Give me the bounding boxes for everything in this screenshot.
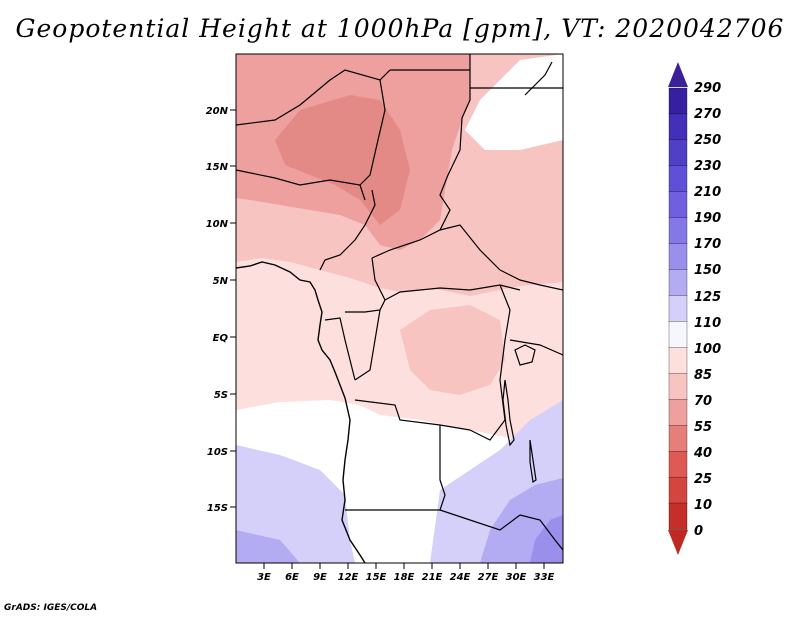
colorbar-label: 210 <box>694 185 721 200</box>
border-nigeria-niger <box>236 169 366 201</box>
colorbar-band <box>668 165 688 193</box>
colorbar-band <box>668 191 688 219</box>
lat-label: 10S <box>207 447 228 458</box>
field-band-170-southeast <box>530 515 563 563</box>
colorbar-band <box>668 217 688 245</box>
lat-tick-labels: 20N 15N 10N 5N EQ 5S 10S 15S <box>206 106 229 514</box>
border-gabon-congo <box>324 317 356 381</box>
lake-malawi <box>529 439 537 484</box>
lat-label: 10N <box>206 219 229 230</box>
grads-credit: GrADS: IGES/COLA <box>4 603 98 613</box>
field-band-55-north <box>275 95 410 225</box>
colorbar-band <box>668 113 688 141</box>
colorbar-label: 170 <box>694 237 721 252</box>
colorbar-label: 0 <box>694 524 703 539</box>
chart-title: Geopotential Height at 1000hPa [gpm], VT… <box>15 14 785 43</box>
colorbar-label: 70 <box>694 394 712 409</box>
height-field <box>236 54 563 563</box>
border-nigeria-cameroon <box>319 189 376 271</box>
lon-label: 3E <box>257 572 271 583</box>
border-south-sudan-uganda <box>499 269 563 291</box>
colorbar-label: 110 <box>694 316 721 331</box>
lon-label: 27E <box>478 572 499 583</box>
colorbar-label: 150 <box>694 263 721 278</box>
coastline-west-africa <box>236 261 366 563</box>
lat-tick-marks <box>230 109 236 508</box>
border-cameroon-congo <box>345 257 386 313</box>
colorbar-band <box>668 425 688 452</box>
lon-label: 9E <box>313 572 327 583</box>
colorbar-label: 230 <box>694 159 721 174</box>
colorbar-label: 250 <box>694 133 721 148</box>
lon-label: 30E <box>506 572 527 583</box>
border-mozambique <box>519 514 563 551</box>
lat-label: 5N <box>213 276 229 287</box>
colorbar-label: 85 <box>694 368 712 383</box>
colorbar-band <box>668 295 688 323</box>
lon-label: 15E <box>366 572 387 583</box>
lon-tick-labels: 3E 6E 9E 12E 15E 18E 21E 24E 27E 30E 33E <box>257 572 554 583</box>
border-tanzania <box>509 339 563 356</box>
border-chad-sudan <box>439 54 471 231</box>
lake-victoria <box>514 344 536 366</box>
colorbar-label: 190 <box>694 211 721 226</box>
border-angola-drc <box>354 399 471 431</box>
border-congo-drc <box>354 309 381 381</box>
lon-label: 33E <box>534 572 555 583</box>
lat-label: 5S <box>214 390 228 401</box>
colorbar-band <box>668 399 688 426</box>
colorbar-label: 125 <box>694 290 721 305</box>
colorbar: 290 270 250 230 210 190 170 150 125 110 … <box>668 62 721 555</box>
border-chad-car <box>371 224 501 271</box>
lat-label: 15S <box>207 503 228 514</box>
lon-label: 21E <box>422 572 443 583</box>
colorbar-label: 55 <box>694 420 712 435</box>
lon-label: 18E <box>394 572 415 583</box>
colorbar-label: 40 <box>693 446 712 461</box>
colorbar-band <box>668 269 688 297</box>
colorbar-labels: 290 270 250 230 210 190 170 150 125 110 … <box>693 81 721 539</box>
colorbar-label: 290 <box>694 81 721 96</box>
field-band-85-central <box>400 305 505 395</box>
colorbar-band <box>668 373 688 401</box>
country-borders <box>236 54 563 551</box>
red-sea-coast <box>524 61 553 96</box>
colorbar-band <box>668 87 688 115</box>
lat-label: 15N <box>206 162 229 173</box>
lon-label: 12E <box>338 572 359 583</box>
border-angola-zambia <box>439 425 446 511</box>
map-frame <box>235 53 564 564</box>
colorbar-band <box>668 476 688 504</box>
border-niger-chad <box>359 79 386 186</box>
colorbar-band <box>668 502 688 530</box>
colorbar-band <box>668 451 688 478</box>
lat-label: 20N <box>206 106 229 117</box>
colorbar-label: 100 <box>694 342 721 357</box>
colorbar-band <box>668 243 688 271</box>
colorbar-band <box>668 321 688 349</box>
colorbar-label: 270 <box>694 107 721 122</box>
border-zambia-zimbabwe <box>439 509 521 531</box>
colorbar-bottom-arrow <box>668 530 688 555</box>
colorbar-top-arrow <box>668 62 688 87</box>
lon-tick-marks <box>263 563 545 569</box>
lon-label: 24E <box>450 572 471 583</box>
colorbar-label: 25 <box>694 472 712 487</box>
colorbar-bands <box>668 87 688 530</box>
colorbar-band <box>668 139 688 167</box>
lat-label: EQ <box>213 333 229 344</box>
field-band-110-east <box>465 54 563 150</box>
colorbar-label: 10 <box>694 498 712 513</box>
border-drc-east <box>469 284 511 441</box>
field-band-125-south <box>236 445 355 563</box>
lake-tanganyika <box>502 379 515 447</box>
lon-label: 6E <box>285 572 299 583</box>
field-band-150-southwest <box>236 530 300 563</box>
colorbar-band <box>668 347 688 375</box>
